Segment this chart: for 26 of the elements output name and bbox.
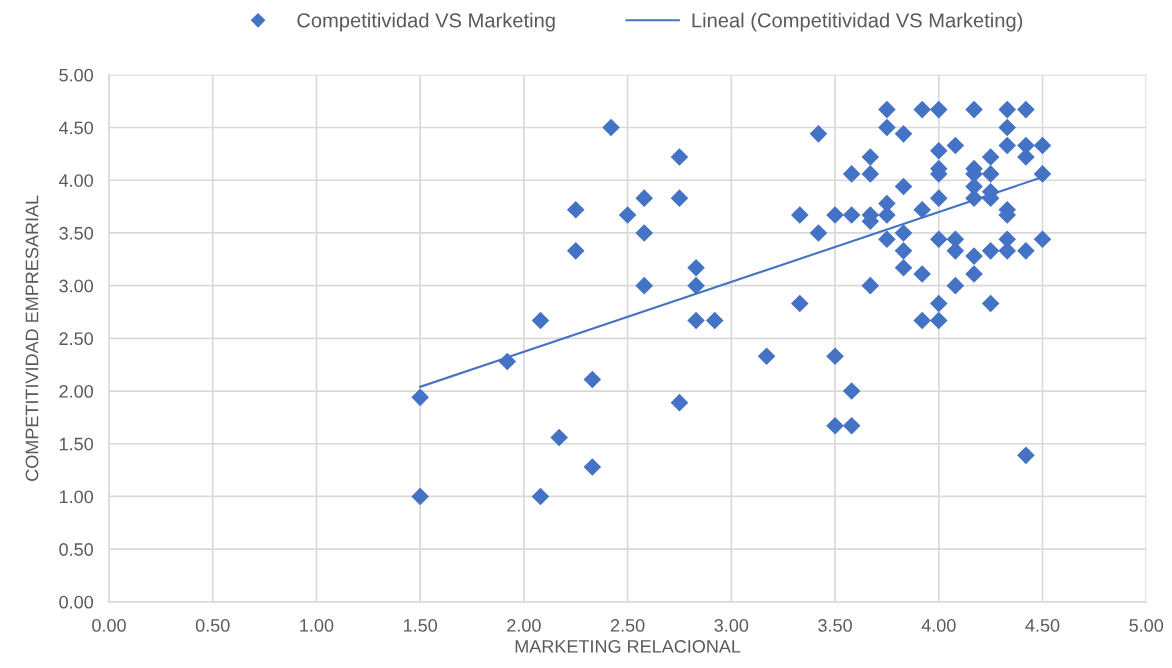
y-tick-label: 4.00 [59, 174, 94, 187]
x-tick-label: 2.50 [610, 619, 645, 632]
y-tick-label: 5.00 [59, 68, 94, 82]
x-tick-label: 0.00 [92, 619, 126, 632]
y-tick-label: 1.50 [59, 437, 94, 451]
x-tick-label: 5.00 [1129, 619, 1164, 632]
y-tick-label: 2.00 [59, 384, 94, 398]
y-axis-title: COMPETITIVIDAD EMPRESARIAL [25, 195, 39, 481]
y-tick-label: 0.00 [59, 595, 94, 609]
x-tick-label: 1.50 [403, 619, 438, 632]
x-tick-label: 2.00 [507, 619, 541, 632]
x-tick-label: 4.50 [1025, 619, 1060, 632]
x-tick-label: 4.00 [921, 619, 956, 632]
y-tick-label: 3.50 [59, 226, 94, 240]
y-tick-label: 2.50 [59, 332, 94, 346]
y-tick-label: 0.50 [59, 543, 94, 556]
x-tick-label: 3.00 [714, 619, 749, 632]
y-tick-label: 3.00 [59, 279, 94, 293]
legend-label: Lineal (Competitividad VS Marketing) [692, 12, 1023, 32]
x-tick-label: 1.00 [300, 619, 334, 632]
y-tick-label: 4.50 [59, 121, 94, 135]
legend-label: Competitividad VS Marketing [297, 12, 555, 32]
x-axis-title: MARKETING RELACIONAL [515, 640, 741, 653]
y-tick-label: 1.00 [59, 490, 94, 504]
x-tick-label: 0.50 [195, 619, 230, 632]
x-tick-label: 3.50 [818, 619, 852, 632]
